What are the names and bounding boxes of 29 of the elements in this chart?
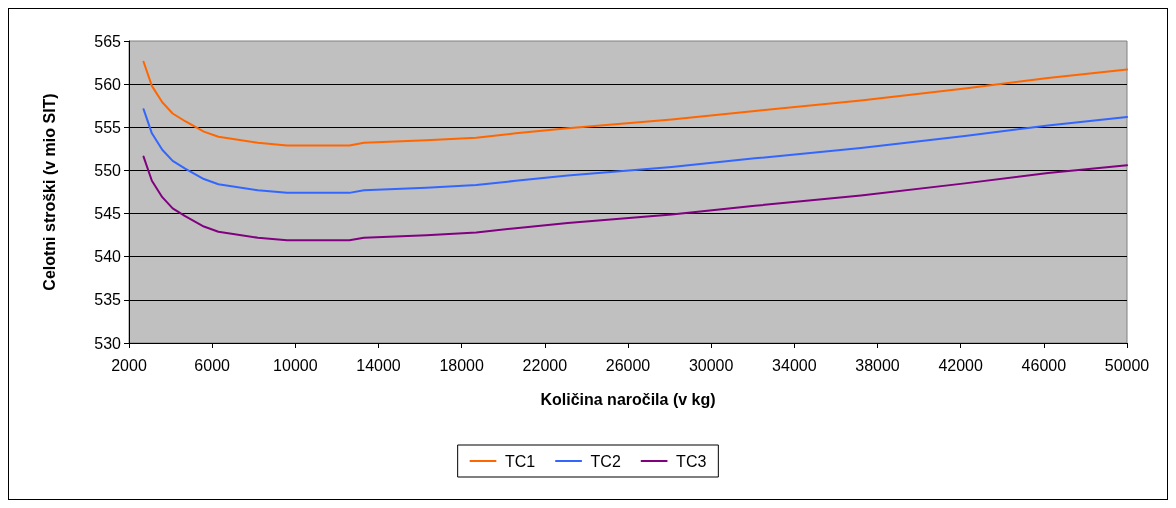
x-tick-label: 42000: [938, 356, 984, 374]
x-tick-label: 50000: [1104, 356, 1150, 374]
y-tick-label: 560: [94, 75, 122, 93]
y-tick-label: 535: [94, 291, 122, 309]
x-tick-label: 22000: [522, 356, 568, 374]
x-tick-label: 46000: [1021, 356, 1067, 374]
x-tick-label: 26000: [605, 356, 651, 374]
legend-label: TC2: [590, 452, 621, 470]
x-tick-label: 2000: [111, 356, 147, 374]
x-tick-label: 34000: [772, 356, 817, 374]
y-tick-label: 555: [94, 118, 122, 136]
x-tick-label: 14000: [356, 356, 401, 374]
y-tick-label: 565: [94, 32, 122, 50]
x-tick-label: 18000: [439, 356, 485, 374]
x-tick-label: 6000: [194, 356, 231, 374]
y-tick-label: 530: [94, 334, 122, 352]
legend-label: TC1: [504, 452, 536, 470]
x-tick-label: 30000: [688, 356, 734, 374]
y-tick-label: 540: [94, 248, 122, 266]
y-tick-label: 550: [94, 161, 122, 179]
y-tick-label: 545: [94, 205, 122, 223]
x-tick-label: 10000: [273, 356, 318, 374]
line-series: [142, 60, 1128, 147]
y-axis-title: Celotni stroški (v mio SIT): [40, 93, 58, 291]
x-axis-title: Količina naročila (v kg): [540, 390, 716, 408]
line-series: [142, 155, 1128, 242]
line-series: [142, 108, 1128, 194]
legend-label: TC3: [676, 452, 707, 470]
x-tick-label: 38000: [855, 356, 900, 374]
